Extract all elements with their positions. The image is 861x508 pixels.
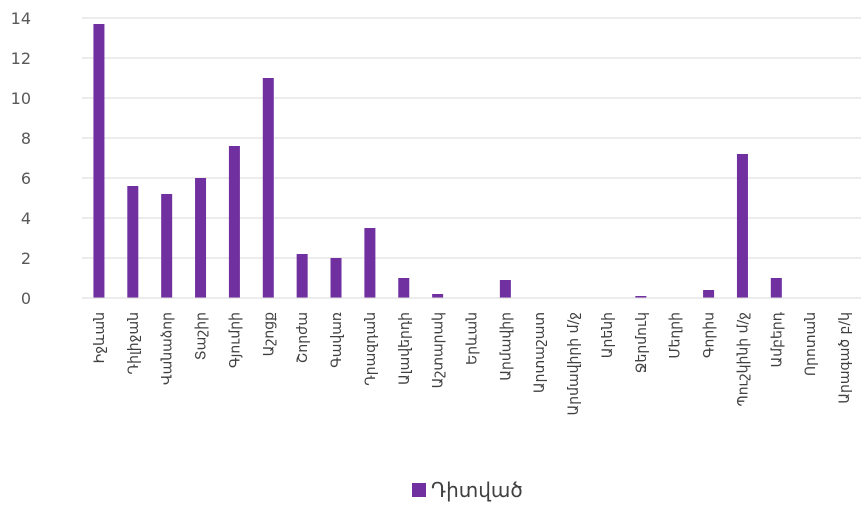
y-tick-label: 6 <box>21 169 31 188</box>
bar <box>499 280 511 298</box>
y-tick-label: 8 <box>21 129 31 148</box>
x-tick-label: Արմավիր <box>498 312 514 381</box>
gridlines <box>82 17 861 299</box>
bar <box>262 78 274 298</box>
x-tick-label: Որոտան <box>803 312 819 376</box>
x-tick-label: Դիլիջան <box>126 312 142 374</box>
x-tick-label: Արտաշատ <box>532 312 548 393</box>
bar <box>127 186 139 298</box>
legend: Դիտված <box>412 478 523 502</box>
x-tick-label: Տաշիր <box>194 312 210 360</box>
x-tick-label: Ամբերդ <box>769 311 785 367</box>
bar <box>161 194 173 298</box>
y-tick-label: 14 <box>11 9 31 28</box>
bar <box>703 290 715 298</box>
x-tick-label: Գյումրի <box>227 312 243 368</box>
bar <box>770 278 782 298</box>
x-tick-label: Պուշկինի մ/ջ <box>735 312 751 407</box>
x-tick-label: Դրազդան <box>363 312 379 386</box>
bar <box>296 254 308 298</box>
x-tick-label: Երևան <box>465 312 481 365</box>
bar <box>736 154 748 298</box>
x-tick-label: Իջևան <box>92 312 108 363</box>
legend-label: Դիտված <box>431 478 523 502</box>
x-tick-label: Արագած բ/կ <box>837 312 853 404</box>
bars <box>93 24 782 298</box>
bar <box>93 24 105 298</box>
y-tick-label: 10 <box>11 89 31 108</box>
y-tick-label: 4 <box>21 209 31 228</box>
bar <box>330 258 342 298</box>
bar <box>195 178 207 298</box>
x-axis: Իջևան Դիլիջան Վանաձոր Տաշիր Գյումրի Աշոցք Շորժ… <box>82 297 861 415</box>
y-axis: 0 2 4 6 8 10 12 14 <box>11 9 31 308</box>
y-tick-label: 0 <box>21 289 31 308</box>
bar <box>228 146 240 298</box>
x-tick-label: Արենի <box>600 312 616 358</box>
y-tick-label: 2 <box>21 249 31 268</box>
legend-swatch <box>412 483 426 497</box>
bar <box>635 296 647 298</box>
x-tick-label: Աշտարակ <box>431 312 447 388</box>
x-tick-label: Վանաձոր <box>160 312 176 385</box>
x-tick-label: Արմավիրի մ/ջ <box>566 312 582 415</box>
bar <box>432 294 444 298</box>
x-tick-label: Ջերմուկ <box>634 312 650 373</box>
x-tick-label: Գավառ <box>329 312 345 368</box>
bar <box>364 228 376 298</box>
x-tick-label: Ալավերդի <box>397 312 413 385</box>
x-tick-label: Շորժա <box>295 312 311 363</box>
x-tick-label: Մեղրի <box>668 312 684 359</box>
y-tick-label: 12 <box>11 49 31 68</box>
x-tick-label: Գորիս <box>702 312 718 358</box>
x-tick-label: Աշոցք <box>261 312 277 356</box>
bar <box>398 278 410 298</box>
